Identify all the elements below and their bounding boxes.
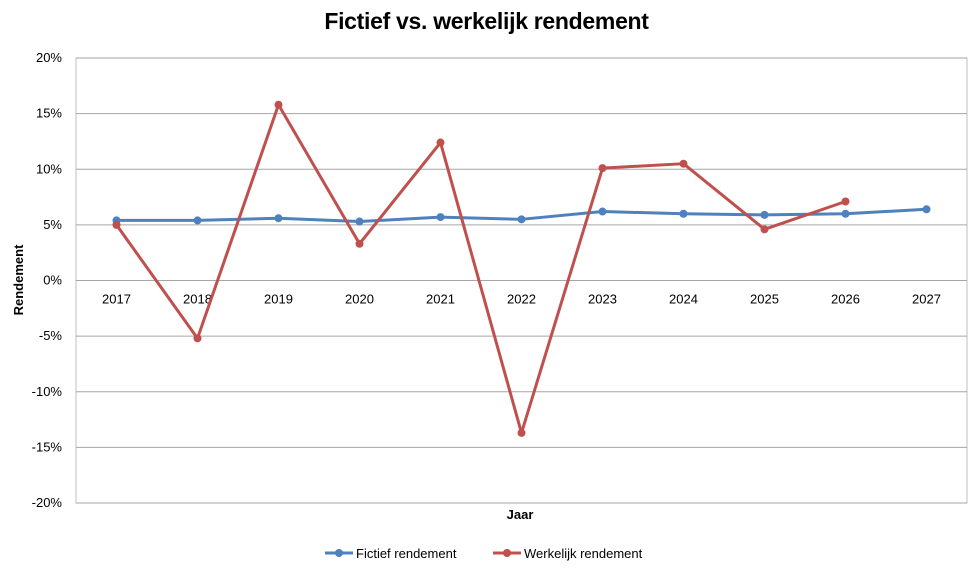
series-2 bbox=[112, 100, 850, 437]
data-point bbox=[274, 100, 283, 109]
y-axis-title: Rendement bbox=[11, 244, 26, 315]
data-point bbox=[598, 207, 607, 216]
data-point bbox=[436, 213, 445, 222]
legend-label: Fictief rendement bbox=[356, 546, 457, 561]
series-layer bbox=[112, 100, 931, 437]
x-tick-label: 2017 bbox=[102, 292, 131, 307]
data-point bbox=[436, 138, 445, 147]
x-tick-label: 2022 bbox=[507, 292, 536, 307]
data-point bbox=[841, 197, 850, 206]
x-axis-title: Jaar bbox=[507, 507, 534, 522]
x-tick-label: 2025 bbox=[750, 292, 779, 307]
y-axis-ticks: 20% 15% 10% 5% 0% -5% -10% -15% -20% bbox=[32, 50, 63, 510]
data-point bbox=[922, 205, 931, 214]
y-tick-label: 20% bbox=[36, 50, 62, 65]
data-point bbox=[274, 214, 283, 223]
data-point bbox=[517, 215, 526, 224]
series-1 bbox=[112, 205, 931, 226]
legend-item: Fictief rendement bbox=[325, 546, 457, 561]
x-tick-label: 2021 bbox=[426, 292, 455, 307]
y-tick-label: 10% bbox=[36, 161, 62, 176]
data-point bbox=[760, 210, 769, 219]
x-tick-label: 2020 bbox=[345, 292, 374, 307]
y-tick-label: -15% bbox=[32, 439, 63, 454]
data-point bbox=[760, 225, 769, 234]
x-tick-label: 2019 bbox=[264, 292, 293, 307]
legend-marker bbox=[503, 549, 511, 557]
data-point bbox=[598, 164, 607, 173]
x-tick-label: 2026 bbox=[831, 292, 860, 307]
data-point bbox=[355, 239, 364, 248]
x-tick-label: 2023 bbox=[588, 292, 617, 307]
data-point bbox=[193, 216, 202, 225]
gridlines bbox=[76, 57, 967, 504]
legend-item: Werkelijk rendement bbox=[493, 546, 643, 561]
x-tick-label: 2018 bbox=[183, 292, 212, 307]
x-tick-label: 2027 bbox=[912, 292, 941, 307]
legend-marker bbox=[335, 549, 343, 557]
data-point bbox=[355, 217, 364, 226]
y-tick-label: 0% bbox=[43, 273, 62, 288]
y-tick-label: -20% bbox=[32, 495, 63, 510]
series-line bbox=[115, 103, 846, 435]
data-point bbox=[679, 209, 688, 218]
data-point bbox=[679, 159, 688, 168]
y-tick-label: -10% bbox=[32, 384, 63, 399]
y-tick-label: -5% bbox=[39, 328, 63, 343]
data-point bbox=[841, 209, 850, 218]
data-point bbox=[112, 220, 121, 229]
x-tick-label: 2024 bbox=[669, 292, 698, 307]
chart-title: Fictief vs. werkelijk rendement bbox=[324, 8, 649, 34]
y-tick-label: 5% bbox=[43, 217, 62, 232]
legend: Fictief rendement Werkelijk rendement bbox=[325, 546, 643, 561]
data-point bbox=[193, 334, 202, 343]
x-axis-ticks: 2017 2018 2019 2020 2021 2022 2023 2024 2025 2026… bbox=[102, 292, 941, 307]
legend-label: Werkelijk rendement bbox=[524, 546, 643, 561]
y-tick-label: 15% bbox=[36, 106, 62, 121]
data-point bbox=[517, 428, 526, 437]
